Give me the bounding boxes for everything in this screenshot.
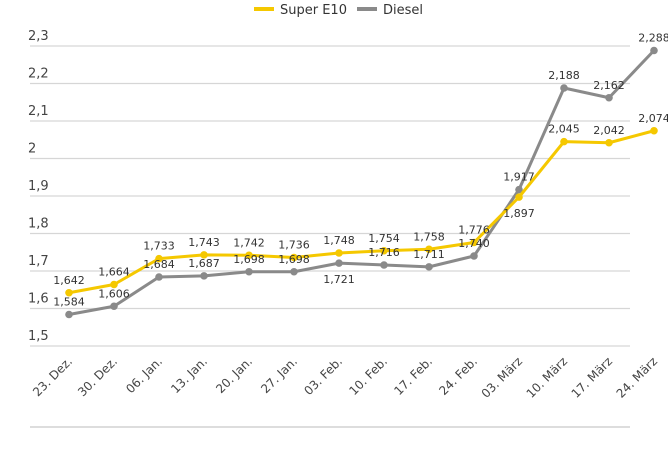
data-label-diesel: 1,684 <box>143 258 175 271</box>
data-label-super-e10: 1,642 <box>53 274 85 287</box>
y-tick-label: 1,8 <box>28 217 49 232</box>
data-label-diesel: 1,606 <box>98 287 130 300</box>
data-point-diesel <box>605 93 613 102</box>
y-tick-label: 1,7 <box>28 254 49 269</box>
data-point-diesel <box>335 259 343 267</box>
data-label-diesel: 1,740 <box>458 237 490 250</box>
data-label-super-e10: 1,733 <box>143 240 175 253</box>
x-tick-label: 23. Dez. <box>30 354 75 399</box>
data-point-diesel <box>470 252 478 260</box>
data-label-super-e10: 1,736 <box>278 239 310 252</box>
data-point-super-e10 <box>470 238 478 247</box>
x-tick-label: 13. Jan. <box>168 354 210 396</box>
x-tick-label: 17. Feb. <box>391 354 435 398</box>
x-tick-label: 24. März <box>614 354 661 401</box>
y-tick-label: 2 <box>28 142 36 157</box>
series-line-super-e10 <box>68 129 655 295</box>
data-label-super-e10: 2,045 <box>548 123 580 136</box>
data-point-super-e10 <box>335 249 343 257</box>
x-tick-label: 20. Jan. <box>213 354 255 396</box>
data-point-diesel <box>425 263 433 271</box>
data-point-diesel <box>110 302 118 311</box>
data-point-super-e10 <box>200 251 208 259</box>
y-tick-label: 1,5 <box>28 329 49 344</box>
data-label-super-e10: 1,758 <box>413 230 445 243</box>
data-point-diesel <box>155 273 163 281</box>
data-label-diesel: 1,716 <box>368 246 400 259</box>
data-label-super-e10: 1,742 <box>233 236 265 249</box>
data-point-super-e10 <box>155 254 163 263</box>
y-tick-label: 1,9 <box>28 179 49 194</box>
series-super-e10 <box>65 126 658 297</box>
data-point-diesel <box>560 84 568 92</box>
data-label-super-e10: 2,042 <box>593 124 625 137</box>
data-label-diesel: 1,698 <box>233 253 265 266</box>
data-label-super-e10: 1,897 <box>503 207 535 220</box>
data-label-super-e10: 1,754 <box>368 232 400 245</box>
x-tick-label: 27. Jan. <box>258 354 300 396</box>
data-label-diesel: 1,711 <box>413 248 445 261</box>
data-label-super-e10: 1,748 <box>323 234 355 247</box>
x-tick-label: 30. Dez. <box>75 354 120 399</box>
legend-label-diesel: Diesel <box>383 3 423 18</box>
series-line-diesel <box>68 49 656 316</box>
data-point-super-e10 <box>560 137 568 146</box>
y-tick-label: 1,6 <box>28 292 49 307</box>
data-point-diesel <box>200 272 208 280</box>
data-point-diesel <box>515 185 523 194</box>
data-point-diesel <box>290 267 298 276</box>
data-label-super-e10: 1,776 <box>458 224 490 237</box>
data-label-diesel: 1,917 <box>503 171 535 184</box>
data-label-super-e10: 1,743 <box>188 236 220 249</box>
data-point-super-e10 <box>245 251 253 260</box>
data-label-super-e10: 1,664 <box>98 266 130 279</box>
x-tick-label: 03. März <box>479 354 526 401</box>
x-tick-label: 24. Feb. <box>436 354 480 398</box>
data-point-super-e10 <box>380 246 388 255</box>
y-tick-label: 2,2 <box>28 67 49 82</box>
x-tick-label: 17. März <box>569 354 616 401</box>
data-point-super-e10 <box>110 280 118 289</box>
data-point-super-e10 <box>290 253 298 262</box>
data-point-super-e10 <box>605 138 613 147</box>
legend: Super E10 Diesel <box>254 3 423 18</box>
series-diesel <box>65 46 658 319</box>
data-label-diesel: 1,721 <box>323 273 355 286</box>
data-label-diesel: 2,162 <box>593 79 625 92</box>
data-label-super-e10: 2,074 <box>638 112 668 125</box>
data-label-diesel: 2,188 <box>548 69 580 82</box>
data-label-diesel: 1,698 <box>278 253 310 266</box>
x-tick-label: 10. Feb. <box>346 354 390 398</box>
data-point-super-e10 <box>650 126 658 135</box>
data-point-diesel <box>245 267 253 276</box>
data-point-diesel <box>650 46 658 55</box>
data-point-super-e10 <box>425 245 433 254</box>
data-point-super-e10 <box>515 193 523 201</box>
x-tick-label: 10. März <box>524 354 571 401</box>
data-label-diesel: 1,584 <box>53 296 85 309</box>
data-label-diesel: 2,288 <box>638 32 668 45</box>
data-label-diesel: 1,687 <box>188 257 220 270</box>
data-point-super-e10 <box>65 288 73 297</box>
x-tick-label: 06. Jan. <box>123 354 165 396</box>
x-tick-label: 03. Feb. <box>301 354 345 398</box>
data-point-diesel <box>65 310 73 319</box>
y-tick-label: 2,3 <box>28 29 49 44</box>
legend-label-super-e10: Super E10 <box>280 3 347 18</box>
data-point-diesel <box>380 261 388 269</box>
y-tick-label: 2,1 <box>28 104 49 119</box>
